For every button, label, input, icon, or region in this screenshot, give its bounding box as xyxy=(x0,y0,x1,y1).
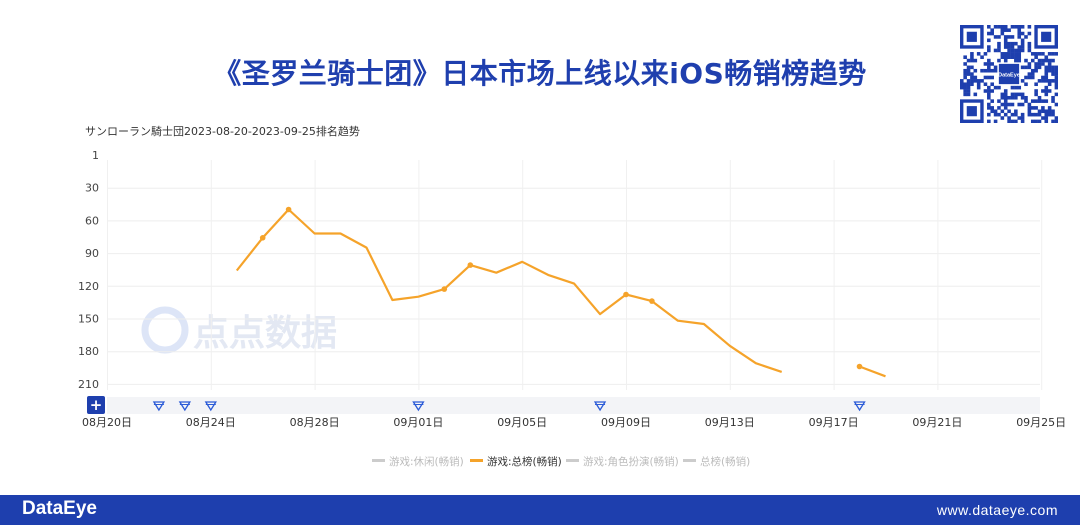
y-tick-label: 30 xyxy=(85,182,99,195)
series-line-总榜 xyxy=(859,365,886,378)
plus-icon: + xyxy=(90,396,103,414)
x-tick-label: 08月28日 xyxy=(290,416,340,429)
x-tick-label: 09月09日 xyxy=(601,416,651,429)
data-point[interactable] xyxy=(441,286,448,292)
x-tick-label: 09月17日 xyxy=(809,416,859,429)
data-point[interactable] xyxy=(856,363,863,370)
y-tick-label: 60 xyxy=(85,214,99,227)
legend-item[interactable]: 总榜(畅销) xyxy=(700,455,750,468)
chart-title: 《圣罗兰骑士团》日本市场上线以来iOS畅销榜趋势 xyxy=(213,57,867,90)
footer-website-link[interactable]: www.dataeye.com xyxy=(936,502,1058,518)
watermark-logo-icon xyxy=(141,306,189,354)
footer-bar: DataEye www.dataeye.com xyxy=(0,495,1080,525)
series-line-总榜 xyxy=(235,208,783,373)
data-point[interactable] xyxy=(259,235,266,241)
y-tick-label: 1 xyxy=(92,149,99,162)
event-marker-icon[interactable] xyxy=(853,401,866,412)
data-point[interactable] xyxy=(285,206,292,213)
svg-text:DataEye: DataEye xyxy=(998,73,1020,79)
legend-item[interactable]: 游戏:总榜(畅销) xyxy=(487,455,562,468)
ranking-line-chart: 点点数据 1 30 60 90 120 150 180 210 08月20日 08月24日 08月28… xyxy=(78,149,1066,468)
data-point[interactable] xyxy=(649,298,655,304)
legend-item[interactable]: 游戏:角色扮演(畅销) xyxy=(583,455,679,468)
legend-swatch[interactable] xyxy=(470,459,483,462)
x-tick-label: 09月21日 xyxy=(912,416,962,429)
watermark-text: 点点数据 xyxy=(193,313,337,354)
qr-code-icon: DataEye xyxy=(960,25,1058,123)
y-tick-label: 180 xyxy=(78,345,99,358)
x-tick-label: 09月05日 xyxy=(497,416,547,429)
x-tick-label: 09月25日 xyxy=(1016,416,1066,429)
event-marker-icon[interactable] xyxy=(178,401,192,412)
legend-item[interactable]: 游戏:休闲(畅销) xyxy=(389,455,464,468)
data-point[interactable] xyxy=(467,262,474,268)
x-tick-label: 08月24日 xyxy=(186,416,236,429)
legend-swatch[interactable] xyxy=(372,459,385,462)
add-event-button[interactable] xyxy=(87,396,105,414)
y-tick-label: 210 xyxy=(78,378,99,391)
event-marker-icon[interactable] xyxy=(152,401,166,412)
y-tick-label: 90 xyxy=(85,247,99,260)
data-point[interactable] xyxy=(623,291,629,298)
legend-swatch[interactable] xyxy=(566,459,579,462)
event-marker-icon[interactable] xyxy=(204,401,217,412)
footer-brand-logo: DataEye xyxy=(22,498,97,519)
event-marker-icon[interactable] xyxy=(412,401,425,412)
y-tick-label: 120 xyxy=(78,280,99,293)
x-tick-label: 08月20日 xyxy=(82,416,132,429)
legend-swatch[interactable] xyxy=(683,459,696,462)
x-tick-label: 09月13日 xyxy=(705,416,755,429)
event-marker-icon[interactable] xyxy=(593,401,607,412)
y-tick-label: 150 xyxy=(78,313,99,326)
chart-subtitle: サンローラン騎士団2023-08-20-2023-09-25排名趋势 xyxy=(85,125,360,138)
x-tick-label: 09月01日 xyxy=(393,416,443,429)
event-band xyxy=(107,397,1040,414)
